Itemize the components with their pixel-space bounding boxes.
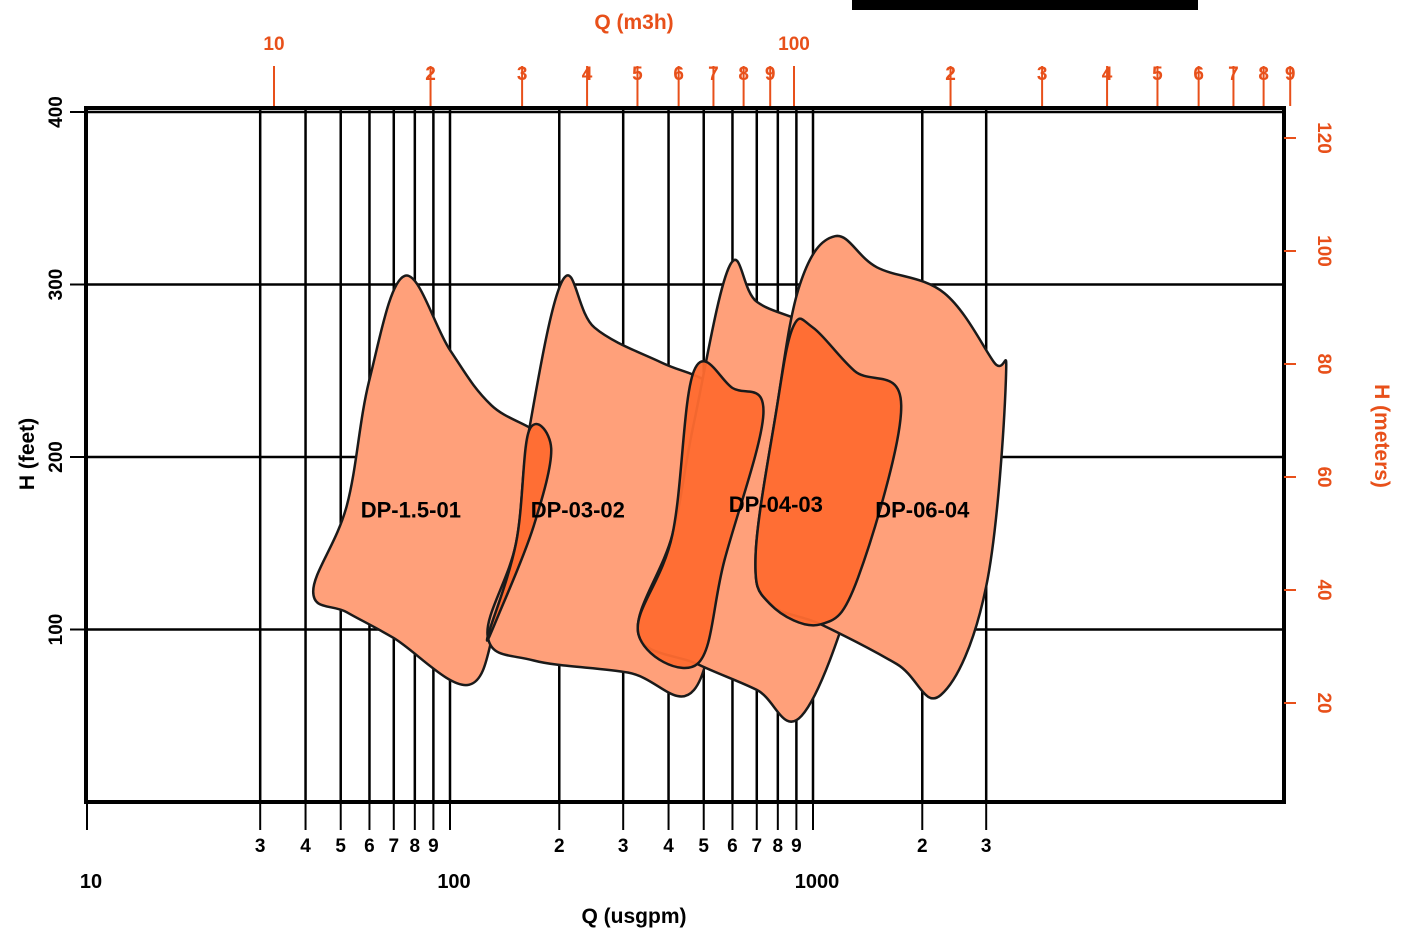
x2-tick-label-9: 100 xyxy=(778,34,810,55)
overlap-regions xyxy=(485,317,903,670)
x-tick-label-19: 3 xyxy=(981,836,992,857)
y-tick-label-2: 300 xyxy=(46,269,67,301)
region-labels: DP-1.5-01 DP-03-02 DP-04-03 DP-06-04 xyxy=(361,492,970,522)
x-tick-label-9: 2 xyxy=(554,836,565,857)
x2-tick-label-17: 9 xyxy=(1285,64,1296,85)
x-axis-title: Q (usgpm) xyxy=(582,905,687,928)
x-tick-label-2: 4 xyxy=(300,836,311,857)
region-label-0: DP-1.5-01 xyxy=(361,497,461,522)
x2-tick-label-12: 4 xyxy=(1102,64,1113,85)
y-tick-label-3: 400 xyxy=(46,96,67,128)
plot-frame xyxy=(84,106,1286,804)
x-tick-label-16: 9 xyxy=(791,836,802,857)
x-tick-label-17: 1000 xyxy=(795,871,840,893)
x2-tick-label-15: 7 xyxy=(1228,64,1239,85)
x-tick-label-8: 100 xyxy=(437,871,470,893)
x2-axis-title: Q (m3h) xyxy=(594,11,673,34)
x-tick-label-12: 5 xyxy=(698,836,709,857)
y-tick-label-0: 100 xyxy=(46,614,67,646)
x-tick-label-6: 8 xyxy=(410,836,421,857)
x2-tick-label-7: 8 xyxy=(738,64,749,85)
redaction-bar xyxy=(852,0,1198,10)
x2-tick-label-0: 10 xyxy=(263,34,284,55)
overlap-region-2 xyxy=(754,317,903,627)
y2-tick-label-1: 40 xyxy=(1313,579,1334,600)
y2-tick-label-0: 20 xyxy=(1313,692,1334,713)
x-tick-label-3: 5 xyxy=(335,836,346,857)
x2-tick-label-10: 2 xyxy=(945,64,956,85)
x2-tick-label-6: 7 xyxy=(708,64,719,85)
y2-tick-label-2: 60 xyxy=(1313,466,1334,487)
y-axis-left: 100 200 300 400 xyxy=(46,96,86,645)
x2-tick-label-1: 2 xyxy=(425,64,436,85)
region-label-2: DP-04-03 xyxy=(729,492,823,517)
y-axis-right: 20 40 60 80 100 120 xyxy=(1284,122,1334,714)
y2-axis-title: H (meters) xyxy=(1370,384,1393,488)
x2-tick-label-2: 3 xyxy=(517,64,528,85)
x-tick-label-13: 6 xyxy=(727,836,738,857)
x-tick-label-1: 3 xyxy=(255,836,266,857)
x-tick-label-15: 8 xyxy=(773,836,784,857)
x-tick-label-5: 7 xyxy=(388,836,399,857)
x-tick-label-18: 2 xyxy=(917,836,928,857)
x-tick-label-11: 4 xyxy=(663,836,674,857)
y2-tick-label-5: 120 xyxy=(1313,122,1334,154)
x-tick-label-14: 7 xyxy=(751,836,762,857)
overlap-region-0 xyxy=(485,422,553,642)
x-tick-label-7: 9 xyxy=(428,836,439,857)
x2-tick-label-13: 5 xyxy=(1152,64,1163,85)
y-axis-title: H (feet) xyxy=(16,418,39,490)
x2-tick-label-5: 6 xyxy=(673,64,684,85)
x2-tick-label-3: 4 xyxy=(582,64,593,85)
region-label-1: DP-03-02 xyxy=(531,497,625,522)
x-tick-label-0: 10 xyxy=(80,871,102,893)
x2-tick-label-14: 6 xyxy=(1193,64,1204,85)
x2-tick-label-16: 8 xyxy=(1258,64,1269,85)
x2-tick-label-11: 3 xyxy=(1037,64,1048,85)
overlap-region-1 xyxy=(636,360,765,670)
x-tick-label-10: 3 xyxy=(618,836,629,857)
y-tick-label-1: 200 xyxy=(46,441,67,473)
region-label-3: DP-06-04 xyxy=(875,497,970,522)
y2-tick-label-4: 100 xyxy=(1313,235,1334,267)
x2-tick-label-8: 9 xyxy=(765,64,776,85)
x2-tick-label-4: 5 xyxy=(632,64,643,85)
y2-tick-label-3: 80 xyxy=(1313,353,1334,374)
x-tick-label-4: 6 xyxy=(364,836,375,857)
